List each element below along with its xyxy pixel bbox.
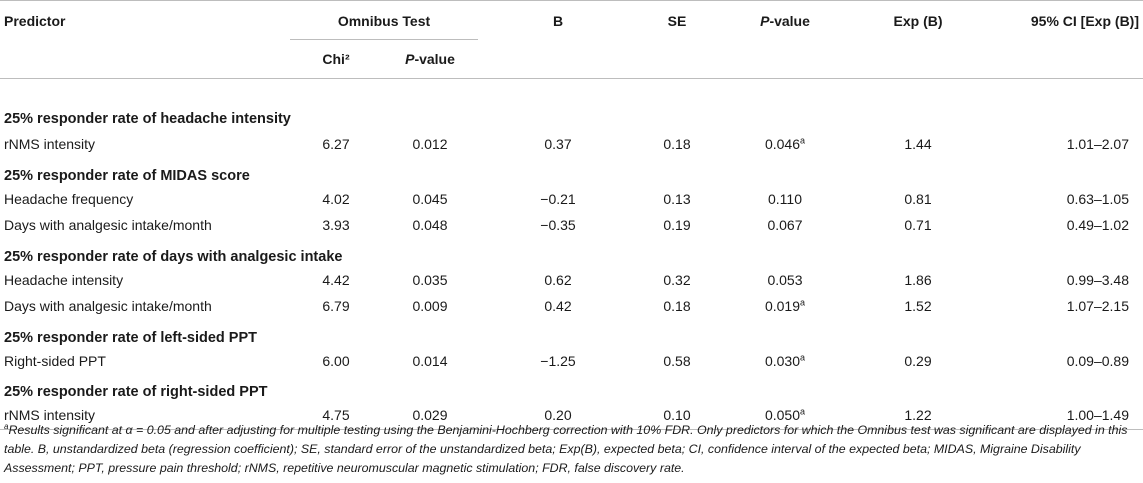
chi2-cell: 3.93 xyxy=(322,217,350,234)
header-row-1: Predictor Omnibus Test B SE P-value Exp … xyxy=(0,0,1143,40)
b-cell: −0.35 xyxy=(540,217,576,234)
predictor-cell: Headache frequency xyxy=(4,190,134,207)
p-value-text: 0.067 xyxy=(767,217,803,234)
predictor-cell: rNMS intensity xyxy=(4,407,96,424)
ci-cell: 0.63–1.05 xyxy=(1066,190,1129,207)
se-cell: 0.18 xyxy=(663,136,691,153)
b-cell: −0.21 xyxy=(540,190,576,207)
b-cell: 0.37 xyxy=(544,136,572,153)
section-title: 25% responder rate of left-sided PPT xyxy=(4,329,258,346)
table-footnote: aResults significant at α = 0.05 and aft… xyxy=(4,421,1128,475)
b-cell: −1.25 xyxy=(540,352,576,369)
p-value-text: 0.050 xyxy=(764,407,801,424)
omnibus-p-cell: 0.035 xyxy=(412,271,448,288)
section-title: 25% responder rate of MIDAS score xyxy=(4,167,250,184)
omnibus-p-cell: 0.012 xyxy=(412,136,448,153)
chi2-header: Chi² xyxy=(322,51,350,67)
se-cell: 0.18 xyxy=(663,298,691,315)
ci-cell: 1.00–1.49 xyxy=(1066,407,1129,424)
se-cell: 0.32 xyxy=(663,271,691,288)
se-cell: 0.10 xyxy=(663,407,691,424)
chi2-cell: 4.75 xyxy=(322,407,350,424)
predictor-cell: Headache intensity xyxy=(4,271,124,288)
significance-mark: a xyxy=(800,406,806,417)
ci-cell: 0.49–1.02 xyxy=(1066,217,1129,234)
section-header-row: 25% responder rate of days with analgesi… xyxy=(0,239,1143,267)
p-value-cell: 0.050a xyxy=(716,402,854,429)
predictor-cell: Right-sided PPT xyxy=(4,352,106,369)
ci-cell: 1.07–2.15 xyxy=(1066,298,1129,315)
p-value-text: 0.019 xyxy=(764,298,801,315)
table-row: rNMS intensity 4.75 0.029 0.20 0.10 0.050a 1.2… xyxy=(0,402,1143,429)
omnibus-p-cell: 0.045 xyxy=(412,190,448,207)
chi2-cell: 6.79 xyxy=(322,298,350,315)
exp-b-header: Exp (B) xyxy=(893,13,943,29)
section-title: 25% responder rate of headache intensity xyxy=(4,111,291,127)
p-value-cell: 0.067 xyxy=(716,212,854,239)
section-title: 25% responder rate of days with analgesi… xyxy=(4,248,343,265)
exp-b-cell: 0.29 xyxy=(904,352,932,369)
exp-b-cell: 0.71 xyxy=(904,217,932,234)
p-value-cell: 0.110 xyxy=(716,186,854,213)
significance-mark: a xyxy=(800,352,806,363)
section-header-row: 25% responder rate of MIDAS score xyxy=(0,158,1143,186)
exp-b-cell: 1.86 xyxy=(904,271,932,288)
chi2-cell: 6.00 xyxy=(322,352,350,369)
predictor-cell: Days with analgesic intake/month xyxy=(4,298,212,315)
chi2-cell: 4.42 xyxy=(322,271,350,288)
b-header: B xyxy=(552,13,564,29)
chi2-cell: 6.27 xyxy=(322,136,350,153)
table-row: Headache intensity 4.42 0.035 0.62 0.32 0.053… xyxy=(0,267,1143,294)
b-cell: 0.62 xyxy=(544,271,572,288)
omnibus-p-cell: 0.029 xyxy=(412,407,448,424)
regression-table: Predictor Omnibus Test B SE P-value Exp … xyxy=(0,0,1143,429)
ci-cell: 1.01–2.07 xyxy=(1066,136,1129,153)
p-value-text: 0.110 xyxy=(768,190,802,207)
exp-b-cell: 1.22 xyxy=(904,407,932,424)
section-title: 25% responder rate of right-sided PPT xyxy=(4,384,268,400)
omnibus-p-cell: 0.014 xyxy=(412,352,448,369)
omnibus-p-value-header: P-value xyxy=(405,51,455,67)
exp-b-cell: 1.44 xyxy=(904,136,932,153)
table-row: rNMS intensity 6.27 0.012 0.37 0.18 0.046a 1.4… xyxy=(0,131,1143,158)
se-cell: 0.19 xyxy=(663,217,691,234)
exp-b-cell: 0.81 xyxy=(904,190,932,207)
table-row: Right-sided PPT 6.00 0.014 −1.25 0.58 0.030a 0… xyxy=(0,348,1143,375)
b-cell: 0.20 xyxy=(544,407,572,424)
section-header-row: 25% responder rate of right-sided PPT xyxy=(0,374,1143,402)
se-cell: 0.58 xyxy=(663,352,691,369)
exp-b-cell: 1.52 xyxy=(904,298,932,315)
ci-cell: 0.09–0.89 xyxy=(1066,352,1129,369)
p-value-cell: 0.019a xyxy=(716,293,854,320)
p-value-text: 0.046 xyxy=(764,136,801,153)
se-cell: 0.13 xyxy=(663,190,691,207)
predictor-cell: Days with analgesic intake/month xyxy=(4,217,212,234)
table-row: Days with analgesic intake/month 3.93 0.04… xyxy=(0,212,1143,239)
ci-cell: 0.99–3.48 xyxy=(1066,271,1129,288)
predictor-header: Predictor xyxy=(4,13,66,29)
p-value-cell: 0.053 xyxy=(716,267,854,294)
significance-mark: a xyxy=(800,135,806,146)
predictor-cell: rNMS intensity xyxy=(4,136,96,153)
table-row: Headache frequency 4.02 0.045 −0.21 0.13 0.11… xyxy=(0,186,1143,213)
chi2-cell: 4.02 xyxy=(322,190,350,207)
table-body: 25% responder rate of headache intensity… xyxy=(0,79,1143,429)
p-value-cell: 0.030a xyxy=(716,348,854,375)
se-header: SE xyxy=(667,13,687,29)
p-value-text: 0.053 xyxy=(767,271,803,288)
section-header-row: 25% responder rate of headache intensity xyxy=(0,79,1143,132)
omnibus-p-cell: 0.009 xyxy=(412,298,448,315)
p-value-text: 0.030 xyxy=(764,352,801,369)
significance-mark: a xyxy=(800,297,806,308)
p-value-cell: 0.046a xyxy=(716,131,854,158)
p-value-header: P-value xyxy=(760,13,810,29)
table-row: Days with analgesic intake/month 6.79 0.00… xyxy=(0,293,1143,320)
omnibus-test-header: Omnibus Test xyxy=(290,0,478,40)
b-cell: 0.42 xyxy=(544,298,572,315)
ci-header: 95% CI [Exp (B)] xyxy=(1030,13,1139,29)
section-header-row: 25% responder rate of left-sided PPT xyxy=(0,320,1143,348)
omnibus-p-cell: 0.048 xyxy=(412,217,448,234)
